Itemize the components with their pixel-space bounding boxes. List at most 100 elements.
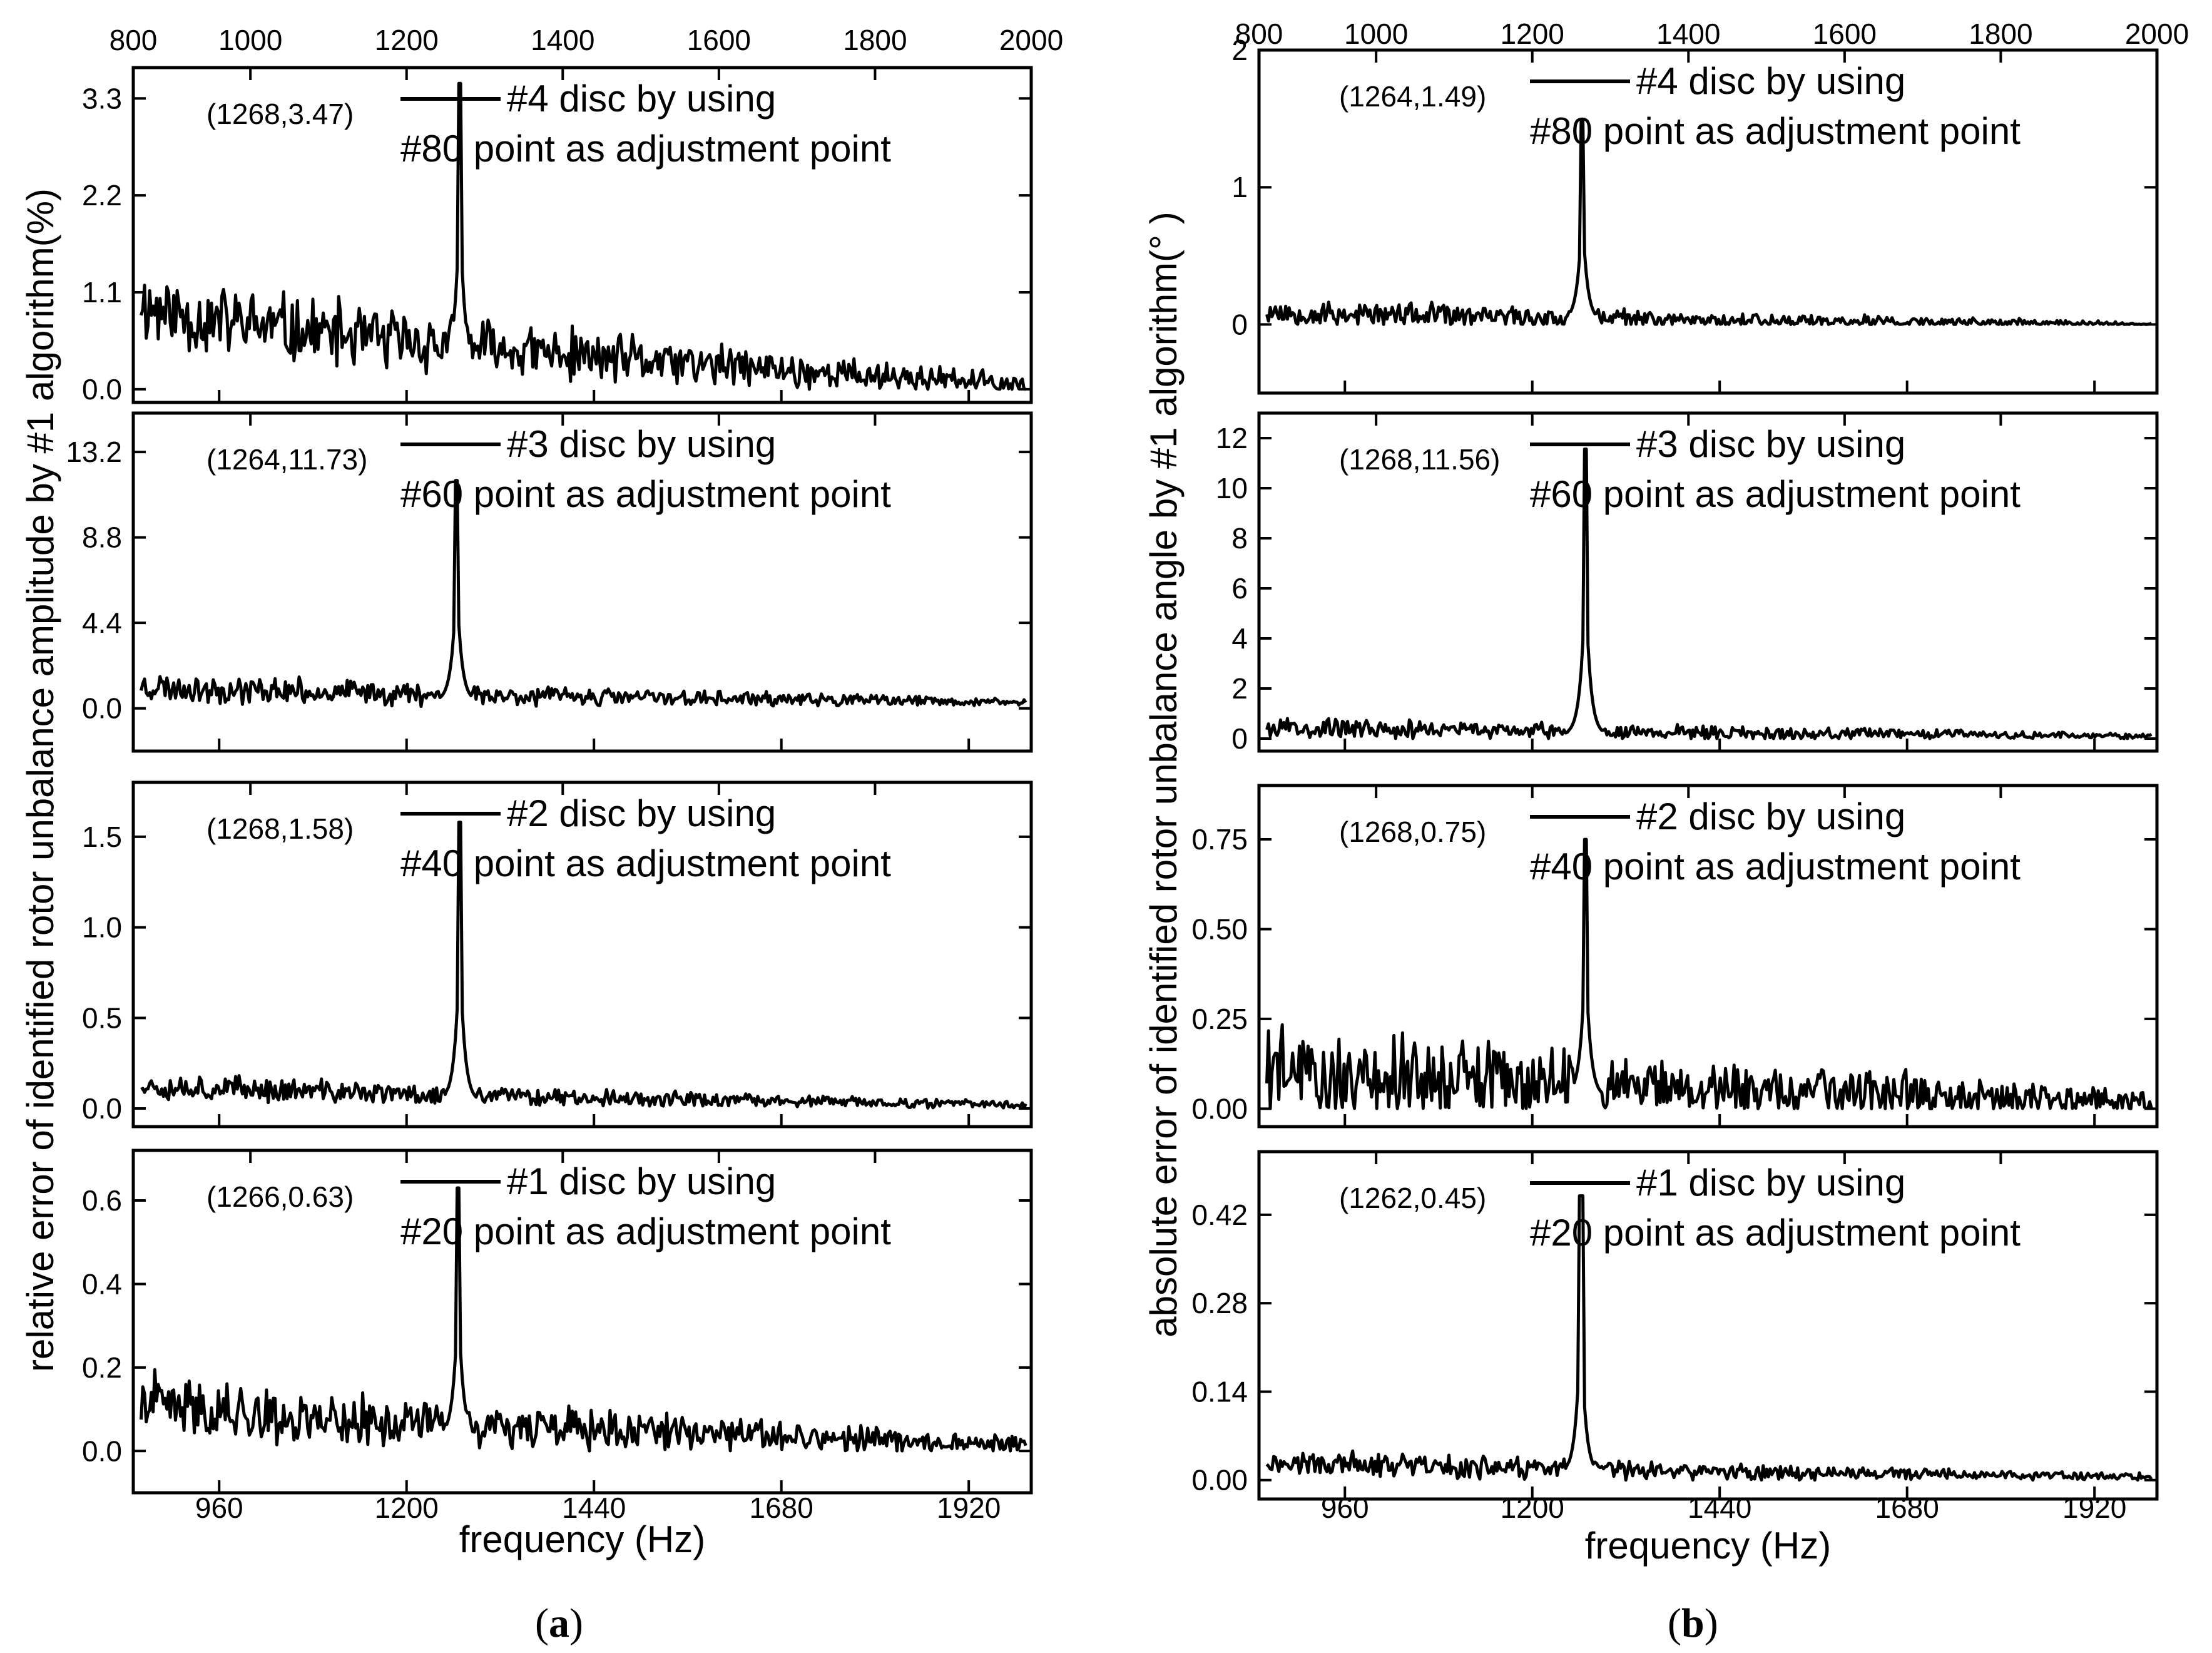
panel-frame — [1257, 1150, 2159, 1501]
x-tick-label: 1680 — [750, 1492, 813, 1524]
legend-label-line2: #80 point as adjustment point — [1530, 110, 2021, 152]
y-tick-label: 0.2 — [82, 1351, 122, 1384]
chart-b-panel-3: 0.00 0.25 0.50 0.75 #2 disc by using #40 poin… — [1191, 784, 2159, 1128]
x-tick-label: 960 — [195, 1492, 243, 1524]
y-tick-label: 0.28 — [1191, 1287, 1248, 1319]
y-tick-label: 8 — [1231, 522, 1248, 555]
x-tick-label: 960 — [1321, 1492, 1369, 1524]
y-tick-label: 12 — [1216, 422, 1248, 454]
legend-label-line2: #60 point as adjustment point — [1530, 473, 2021, 515]
x-axis-label: frequency (Hz) — [459, 1518, 705, 1560]
series-line — [140, 821, 1027, 1110]
legend-label-line2: #20 point as adjustment point — [400, 1210, 891, 1252]
subfigure-label-close: ) — [569, 1600, 583, 1646]
x-tick-label-top: 1400 — [531, 24, 594, 56]
x-tick-label: 1200 — [1501, 1492, 1564, 1524]
y-tick-label: 0.0 — [82, 692, 122, 725]
chart-a-panel-3: 0.0 0.5 1.0 1.5 #2 disc by using #40 point as… — [82, 780, 1033, 1128]
y-tick-label: 4 — [1231, 622, 1248, 655]
y-tick-label: 0.00 — [1191, 1464, 1248, 1497]
panel-frame — [1257, 784, 2159, 1128]
chart-a-panel-4: 0.0 0.2 0.4 0.6 #1 disc by using #20 point as… — [82, 1149, 1033, 1495]
x-tick-label: 1440 — [1688, 1492, 1751, 1524]
chart-b-panel-1: 0 1 2 #4 disc by using #80 point as adjustme… — [1231, 34, 2159, 395]
panel-frame — [131, 66, 1033, 404]
x-tick-label-top: 1000 — [218, 24, 282, 56]
x-tick-label: 1200 — [375, 1492, 439, 1524]
y-tick-label: 1.1 — [82, 276, 122, 309]
y-tick-label: 0 — [1231, 722, 1248, 755]
y-tick-label: 13.2 — [66, 436, 122, 468]
y-tick-label: 0.25 — [1191, 1003, 1248, 1035]
x-tick-label-top: 1600 — [687, 24, 751, 56]
peak-annotation: (1268,3.47) — [206, 98, 354, 130]
legend-label-line1: #1 disc by using — [1636, 1162, 1905, 1204]
y-tick-label: 0 — [1231, 308, 1248, 340]
y-tick-label: 2 — [1231, 34, 1248, 66]
legend-label-line1: #1 disc by using — [507, 1160, 776, 1202]
series-line — [140, 479, 1027, 709]
x-tick-label-top: 1600 — [1813, 18, 1877, 50]
y-tick-label: 2 — [1231, 672, 1248, 705]
legend-label-line1: #2 disc by using — [507, 792, 776, 834]
subfigure-label-close: ) — [1705, 1600, 1718, 1646]
x-tick-label-top: 1000 — [1344, 18, 1408, 50]
y-tick-label: 10 — [1216, 472, 1248, 504]
y-tick-label: 0.6 — [82, 1184, 122, 1217]
x-tick-label-top: 800 — [110, 24, 158, 56]
x-axis-label: frequency (Hz) — [1585, 1525, 1831, 1567]
legend-label-line2: #20 point as adjustment point — [1530, 1212, 2021, 1254]
legend-label-line2: #40 point as adjustment point — [400, 842, 891, 884]
series-line — [1265, 1194, 2153, 1482]
x-tick-label-top: 1200 — [375, 24, 439, 56]
y-tick-label: 0.50 — [1191, 913, 1248, 945]
y-tick-label: 0.00 — [1191, 1092, 1248, 1125]
y-tick-label: 0.5 — [82, 1001, 122, 1034]
legend-label-line1: #3 disc by using — [1636, 423, 1905, 465]
panel-frame — [131, 411, 1033, 753]
x-tick-label-top: 800 — [1235, 18, 1283, 50]
chart-b-panel-4: 0.00 0.14 0.28 0.42 #1 disc by using #20 poin… — [1191, 1150, 2159, 1501]
y-tick-label: 6 — [1231, 572, 1248, 605]
subfigure-label: (a) — [535, 1600, 583, 1646]
y-tick-label: 0.42 — [1191, 1199, 1248, 1231]
subfigure-label: (b) — [1668, 1600, 1718, 1646]
x-tick-label-top: 1200 — [1501, 18, 1564, 50]
series-line — [140, 1186, 1027, 1453]
x-tick-label-top: 1400 — [1656, 18, 1720, 50]
y-axis-label: relative error of identified rotor unbal… — [19, 188, 61, 1372]
y-tick-label: 1.5 — [82, 821, 122, 853]
x-tick-label: 1680 — [1875, 1492, 1939, 1524]
y-tick-label: 2.2 — [82, 179, 122, 212]
x-tick-label: 1920 — [2062, 1492, 2126, 1524]
y-tick-label: 1.0 — [82, 911, 122, 944]
y-tick-label: 0.14 — [1191, 1375, 1248, 1408]
x-tick-label-top: 2000 — [999, 24, 1063, 56]
legend-label-line2: #60 point as adjustment point — [400, 473, 891, 515]
x-tick-label: 1920 — [937, 1492, 1001, 1524]
legend-label-line2: #80 point as adjustment point — [400, 128, 891, 170]
panel-frame — [1257, 411, 2159, 753]
peak-annotation: (1268,1.58) — [206, 812, 354, 845]
legend-label-line2: #40 point as adjustment point — [1530, 846, 2021, 888]
y-tick-label: 0.0 — [82, 1092, 122, 1125]
series-line — [1265, 118, 2153, 326]
y-tick-label: 0.4 — [82, 1267, 122, 1300]
y-axis-label: absolute error of identified rotor unbal… — [1143, 212, 1185, 1337]
panel-frame — [131, 780, 1033, 1128]
chart-a-panel-2: 0.0 4.4 8.8 13.2 #3 disc by using #60 point a… — [66, 411, 1033, 753]
y-tick-label: 0.0 — [82, 373, 122, 406]
peak-annotation: (1264,1.49) — [1339, 80, 1486, 113]
x-tick-label-top: 1800 — [1969, 18, 2032, 50]
x-tick-label: 1440 — [562, 1492, 626, 1524]
chart-a-panel-1: 0.0 1.1 2.2 3.3 #4 disc by using #80 point as… — [82, 66, 1033, 406]
peak-annotation: (1266,0.63) — [206, 1180, 354, 1213]
chart-b: 012#4 disc by using#80 point as adjustme… — [1143, 18, 2189, 1646]
legend-label-line1: #2 disc by using — [1636, 796, 1905, 837]
subfigure-label-letter: b — [1681, 1600, 1705, 1646]
legend-label-line1: #3 disc by using — [507, 423, 776, 465]
subfigure-label-letter: a — [549, 1600, 569, 1646]
y-tick-label: 4.4 — [82, 606, 122, 639]
y-tick-label: 3.3 — [82, 82, 122, 115]
